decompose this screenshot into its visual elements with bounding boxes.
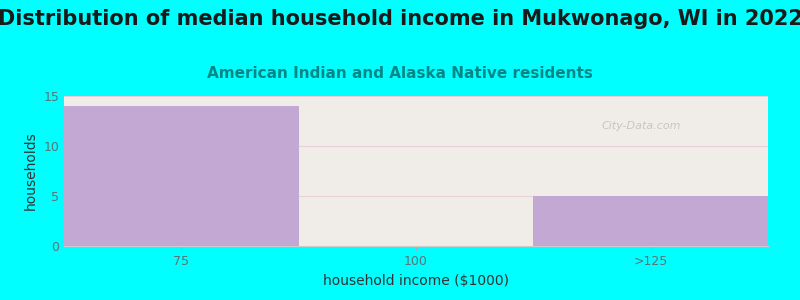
Bar: [534, 196, 768, 246]
X-axis label: household income ($1000): household income ($1000): [323, 274, 509, 288]
Bar: [64, 106, 298, 246]
Text: American Indian and Alaska Native residents: American Indian and Alaska Native reside…: [207, 66, 593, 81]
Text: Distribution of median household income in Mukwonago, WI in 2022: Distribution of median household income …: [0, 9, 800, 29]
Y-axis label: households: households: [24, 132, 38, 210]
Text: City-Data.com: City-Data.com: [602, 121, 681, 131]
